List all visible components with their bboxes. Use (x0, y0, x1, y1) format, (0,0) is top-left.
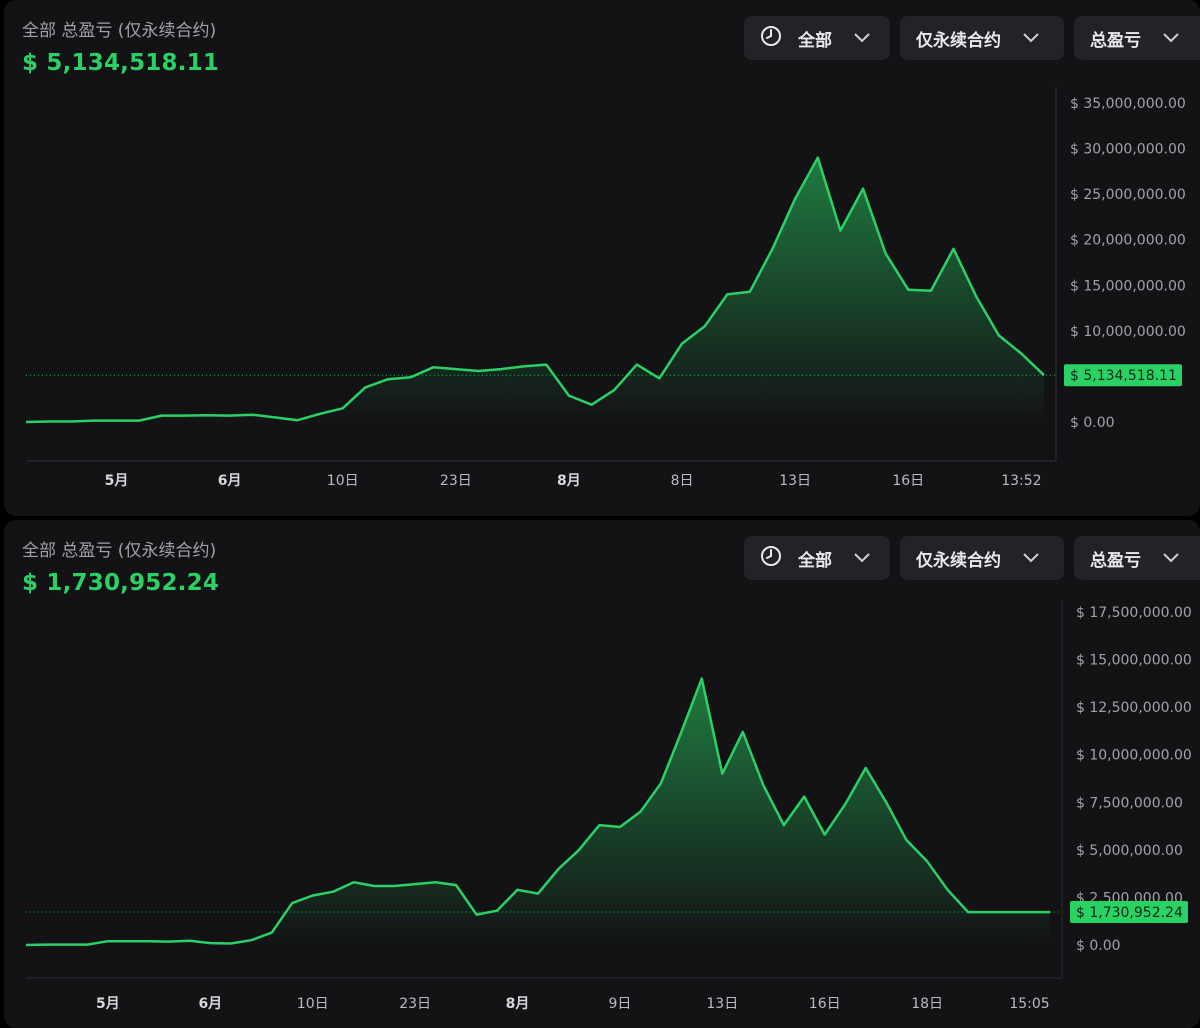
x-tick-label: 13日 (779, 473, 811, 489)
y-tick-label: $ 15,000,000.00 (1070, 278, 1186, 294)
x-tick-label: 8月 (506, 996, 530, 1012)
x-tick-label: 10日 (297, 996, 329, 1012)
y-tick-label: $ 20,000,000.00 (1070, 233, 1186, 249)
pnl-line (25, 156, 1045, 424)
y-tick-label: $ 25,000,000.00 (1070, 187, 1186, 203)
scope-dropdown[interactable]: 仅永续合约 (900, 536, 1064, 580)
pnl-area-fill (26, 678, 1050, 945)
time-range-label: 全部 (798, 30, 832, 51)
last-value-label: $ 5,134,518.11 (1070, 368, 1177, 384)
chevron-down-icon (854, 548, 870, 568)
metric-label: 总盈亏 (1090, 30, 1141, 51)
x-tick-label: 18日 (911, 996, 943, 1012)
y-tick-label: $ 0.00 (1070, 415, 1115, 431)
x-tick-label: 16日 (892, 473, 924, 489)
metric-dropdown[interactable]: 总盈亏 (1074, 536, 1200, 580)
x-tick-label: 23日 (440, 473, 472, 489)
y-tick-label: $ 30,000,000.00 (1070, 142, 1186, 158)
chevron-down-icon (1163, 28, 1179, 48)
x-tick-label: 5月 (105, 473, 129, 489)
x-tick-label: 6月 (218, 473, 242, 489)
time-range-dropdown[interactable]: 全部 (744, 536, 890, 580)
clock-icon (760, 545, 782, 572)
scope-label: 仅永续合约 (916, 30, 1001, 51)
time-range-label: 全部 (798, 550, 832, 571)
pnl-area-fill (26, 157, 1044, 422)
scope-label: 仅永续合约 (916, 550, 1001, 571)
y-tick-label: $ 12,500,000.00 (1076, 700, 1192, 716)
y-tick-label: $ 10,000,000.00 (1070, 324, 1186, 340)
chevron-down-icon (1023, 28, 1039, 48)
x-tick-label: 10日 (327, 473, 359, 489)
x-tick-label: 13日 (706, 996, 738, 1012)
chevron-down-icon (1023, 548, 1039, 568)
pnl-title: 全部 总盈亏 (仅永续合约) (22, 541, 217, 561)
clock-icon (760, 25, 782, 52)
x-tick-label: 23日 (399, 996, 431, 1012)
pnl-area-chart: $ 0.00$ 5,000,000.00$ 10,000,000.00$ 15,… (25, 86, 1186, 489)
metric-label: 总盈亏 (1090, 550, 1141, 571)
x-tick-label: 13:52 (1001, 473, 1041, 489)
time-range-dropdown[interactable]: 全部 (744, 16, 890, 60)
chevron-down-icon (1163, 548, 1179, 568)
pnl-panel-all: 全部 总盈亏 (仅永续合约) $ 5,134,518.11 全部 仅永续合约 总… (4, 0, 1200, 516)
chart-controls: 全部 仅永续合约 总盈亏 (744, 536, 1200, 580)
last-value-label: $ 1,730,952.24 (1076, 905, 1183, 921)
chart-controls: 全部 仅永续合约 总盈亏 (744, 16, 1200, 60)
x-tick-label: 8月 (557, 473, 581, 489)
y-tick-label: $ 10,000,000.00 (1076, 748, 1192, 764)
x-tick-label: 5月 (96, 996, 120, 1012)
y-tick-label: $ 7,500,000.00 (1076, 795, 1183, 811)
scope-dropdown[interactable]: 仅永续合约 (900, 16, 1064, 60)
pnl-total-value: $ 5,134,518.11 (22, 50, 220, 76)
y-tick-label: $ 5,000,000.00 (1076, 843, 1183, 859)
chevron-down-icon (854, 28, 870, 48)
x-tick-label: 6月 (198, 996, 222, 1012)
pnl-title: 全部 总盈亏 (仅永续合约) (22, 21, 217, 41)
y-tick-label: $ 17,500,000.00 (1076, 605, 1192, 621)
last-value-badge (1070, 901, 1188, 924)
x-tick-label: 9日 (608, 996, 631, 1012)
pnl-panel-all: 全部 总盈亏 (仅永续合约) $ 1,730,952.24 全部 仅永续合约 总… (4, 520, 1200, 1028)
y-tick-label: $ 15,000,000.00 (1076, 653, 1192, 669)
metric-dropdown[interactable]: 总盈亏 (1074, 16, 1200, 60)
y-tick-label: $ 0.00 (1076, 938, 1121, 954)
x-tick-label: 16日 (809, 996, 841, 1012)
x-tick-label: 8日 (671, 473, 694, 489)
pnl-line (25, 677, 1050, 947)
y-tick-label: $ 35,000,000.00 (1070, 96, 1186, 112)
last-value-badge (1064, 364, 1182, 387)
pnl-total-value: $ 1,730,952.24 (22, 570, 220, 596)
pnl-area-chart: $ 0.00$ 2,500,000.00$ 5,000,000.00$ 7,50… (25, 601, 1192, 1012)
x-tick-label: 15:05 (1009, 996, 1049, 1012)
